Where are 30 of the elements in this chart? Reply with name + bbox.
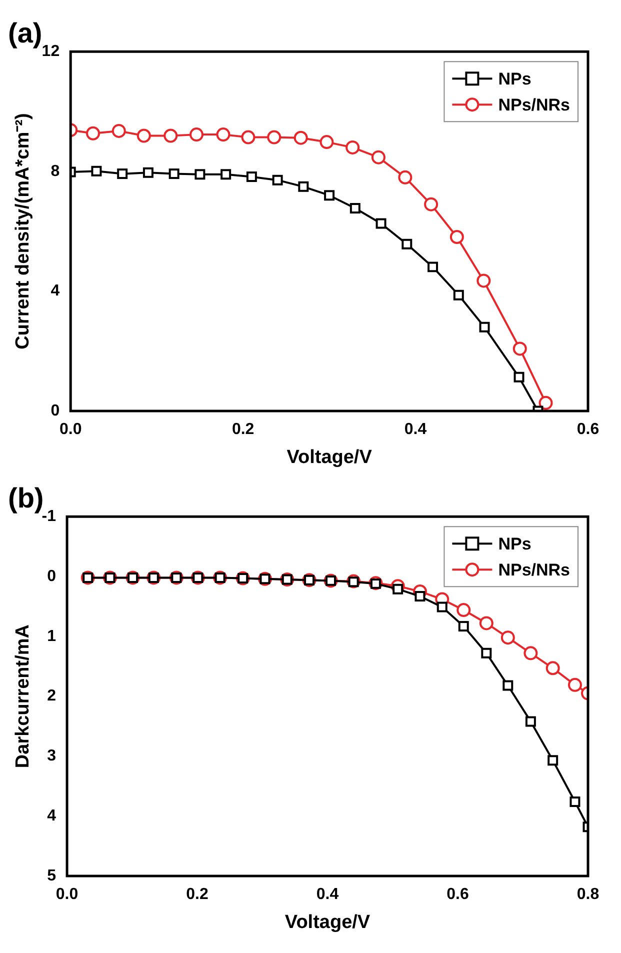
x-tick-label: 0.6 <box>576 421 600 438</box>
x-tick-label: 0.4 <box>404 421 427 438</box>
y-tick-label: -1 <box>42 508 56 526</box>
y-axis-title: Darkcurrent/mA <box>12 624 34 768</box>
y-tick-label: 2 <box>47 688 56 705</box>
legend-label: NPs <box>498 534 532 554</box>
y-axis-title: Current density/(mA*cm⁻²) <box>12 113 34 350</box>
x-tick-label: 0.2 <box>232 421 254 438</box>
legend-label: NPs <box>498 69 532 88</box>
y-tick-label: 0 <box>50 402 60 420</box>
chart-title: (b) <box>8 482 44 514</box>
y-tick-label: 3 <box>47 748 56 765</box>
chart-title: (a) <box>8 18 42 49</box>
y-tick-label: 4 <box>47 808 56 825</box>
x-tick-label: 0.2 <box>186 886 208 904</box>
y-tick-label: 1 <box>47 628 56 645</box>
y-tick-label: 4 <box>50 282 60 300</box>
legend-label: NPs/NRs <box>498 95 570 114</box>
y-tick-label: 8 <box>50 162 60 180</box>
x-tick-label: 0.0 <box>59 421 82 438</box>
legend-label: NPs/NRs <box>498 560 570 580</box>
x-tick-label: 0.8 <box>576 886 600 904</box>
x-axis-title: Voltage/V <box>286 446 372 468</box>
x-tick-label: 0.4 <box>316 886 339 904</box>
x-tick-label: 0.6 <box>446 886 469 904</box>
y-tick-label: 0 <box>47 568 56 585</box>
y-tick-label: 5 <box>47 867 56 884</box>
x-tick-label: 0.0 <box>56 886 78 904</box>
y-tick-label: 12 <box>42 43 60 60</box>
x-axis-title: Voltage/V <box>284 912 370 933</box>
